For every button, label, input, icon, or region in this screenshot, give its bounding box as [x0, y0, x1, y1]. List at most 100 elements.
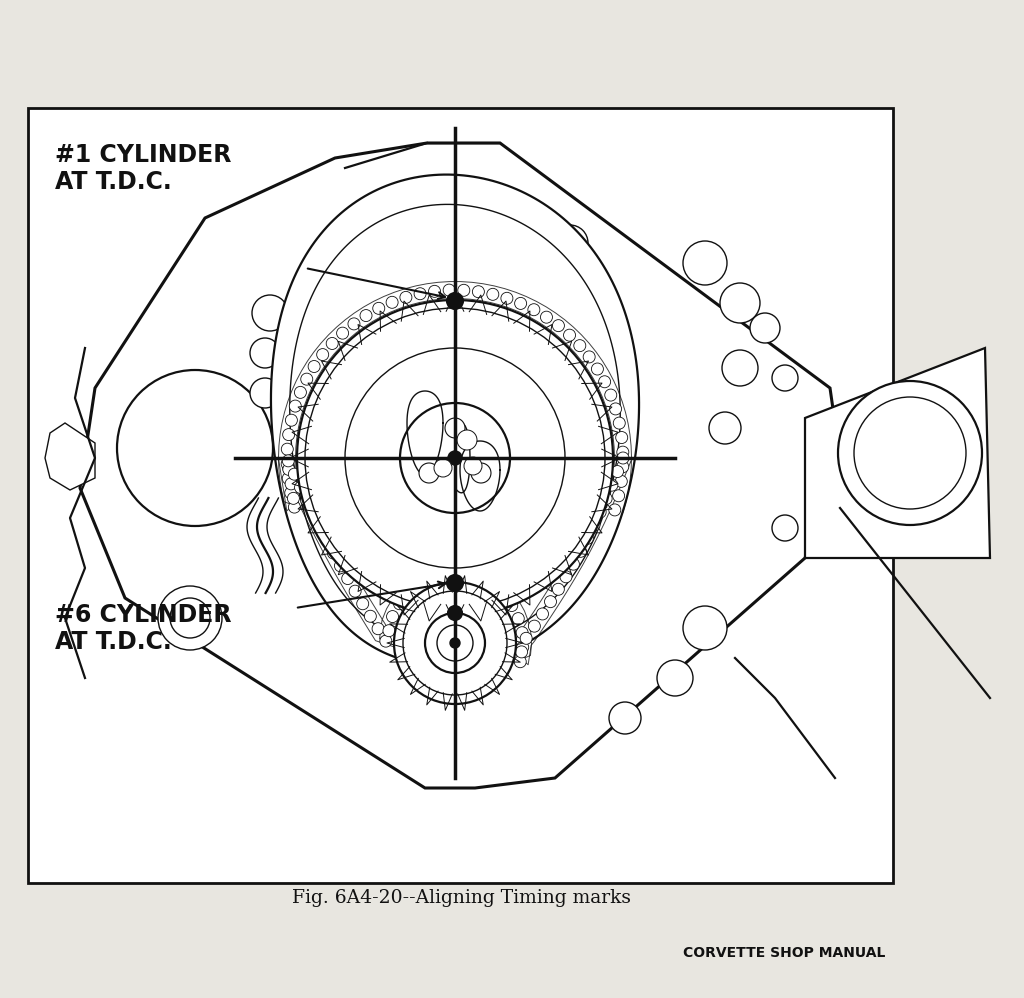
- Circle shape: [609, 702, 641, 734]
- Circle shape: [283, 463, 295, 475]
- Circle shape: [484, 579, 497, 591]
- Circle shape: [457, 430, 477, 450]
- Circle shape: [313, 521, 326, 533]
- Circle shape: [428, 573, 440, 585]
- Circle shape: [573, 339, 586, 351]
- Circle shape: [283, 428, 295, 440]
- Circle shape: [425, 613, 485, 673]
- Circle shape: [442, 570, 455, 582]
- Circle shape: [282, 443, 293, 455]
- Circle shape: [611, 466, 624, 478]
- Circle shape: [552, 319, 564, 331]
- Circle shape: [615, 431, 628, 443]
- Circle shape: [772, 365, 798, 391]
- Circle shape: [838, 381, 982, 525]
- Circle shape: [285, 487, 297, 499]
- Circle shape: [386, 296, 398, 308]
- Circle shape: [252, 295, 288, 331]
- Circle shape: [560, 571, 572, 583]
- Circle shape: [158, 586, 222, 650]
- Circle shape: [415, 578, 427, 590]
- Text: Fig. 6A4-20--Aligning Timing marks: Fig. 6A4-20--Aligning Timing marks: [293, 889, 632, 907]
- Circle shape: [449, 451, 462, 465]
- Circle shape: [722, 350, 758, 386]
- Circle shape: [528, 620, 541, 632]
- Circle shape: [582, 532, 593, 544]
- Circle shape: [445, 418, 465, 438]
- Circle shape: [616, 446, 629, 458]
- Circle shape: [403, 591, 507, 695]
- Circle shape: [308, 360, 321, 372]
- Circle shape: [282, 458, 293, 470]
- Circle shape: [117, 370, 273, 526]
- Circle shape: [605, 389, 616, 401]
- Circle shape: [380, 635, 392, 647]
- Circle shape: [393, 598, 406, 610]
- Circle shape: [286, 414, 297, 426]
- Circle shape: [501, 292, 513, 304]
- Circle shape: [613, 417, 626, 429]
- Circle shape: [414, 287, 426, 299]
- Circle shape: [400, 291, 412, 303]
- Circle shape: [403, 587, 416, 599]
- Circle shape: [486, 288, 499, 300]
- Circle shape: [683, 606, 727, 650]
- Circle shape: [506, 600, 518, 612]
- Circle shape: [750, 313, 780, 343]
- Circle shape: [285, 478, 297, 490]
- Circle shape: [612, 490, 625, 502]
- Circle shape: [515, 297, 526, 309]
- Circle shape: [709, 412, 741, 444]
- Circle shape: [356, 598, 369, 610]
- Circle shape: [335, 560, 346, 572]
- Polygon shape: [80, 143, 840, 788]
- Circle shape: [170, 598, 210, 638]
- Circle shape: [437, 625, 473, 661]
- Circle shape: [250, 338, 280, 368]
- Circle shape: [295, 386, 306, 398]
- Circle shape: [588, 519, 600, 531]
- Circle shape: [527, 303, 540, 315]
- Circle shape: [772, 515, 798, 541]
- Circle shape: [337, 327, 348, 339]
- Circle shape: [512, 613, 524, 625]
- Circle shape: [419, 463, 439, 483]
- Circle shape: [545, 596, 556, 608]
- Circle shape: [327, 337, 338, 349]
- Circle shape: [301, 373, 312, 385]
- Circle shape: [447, 293, 463, 309]
- Circle shape: [321, 534, 333, 546]
- Circle shape: [305, 308, 605, 608]
- Circle shape: [297, 300, 613, 616]
- Circle shape: [372, 623, 384, 635]
- Circle shape: [657, 660, 693, 696]
- Circle shape: [429, 285, 440, 297]
- Polygon shape: [271, 175, 639, 666]
- Circle shape: [720, 283, 760, 323]
- Circle shape: [386, 611, 398, 623]
- Circle shape: [348, 318, 360, 330]
- Circle shape: [283, 472, 294, 484]
- Circle shape: [450, 638, 460, 648]
- Circle shape: [250, 378, 280, 408]
- Circle shape: [345, 348, 565, 568]
- Circle shape: [537, 608, 549, 620]
- Circle shape: [295, 481, 306, 493]
- Circle shape: [328, 547, 339, 559]
- Circle shape: [683, 241, 727, 285]
- Circle shape: [552, 583, 564, 595]
- Text: #1 CYLINDER
AT T.D.C.: #1 CYLINDER AT T.D.C.: [55, 143, 231, 194]
- Circle shape: [616, 461, 629, 473]
- Circle shape: [514, 656, 526, 668]
- Circle shape: [472, 573, 483, 585]
- Circle shape: [574, 545, 587, 557]
- Circle shape: [516, 646, 527, 658]
- Circle shape: [510, 203, 550, 243]
- Circle shape: [563, 329, 575, 341]
- Circle shape: [283, 455, 294, 467]
- Circle shape: [289, 468, 300, 480]
- Circle shape: [552, 225, 588, 261]
- Circle shape: [349, 585, 361, 597]
- Circle shape: [609, 403, 622, 415]
- Circle shape: [599, 376, 610, 388]
